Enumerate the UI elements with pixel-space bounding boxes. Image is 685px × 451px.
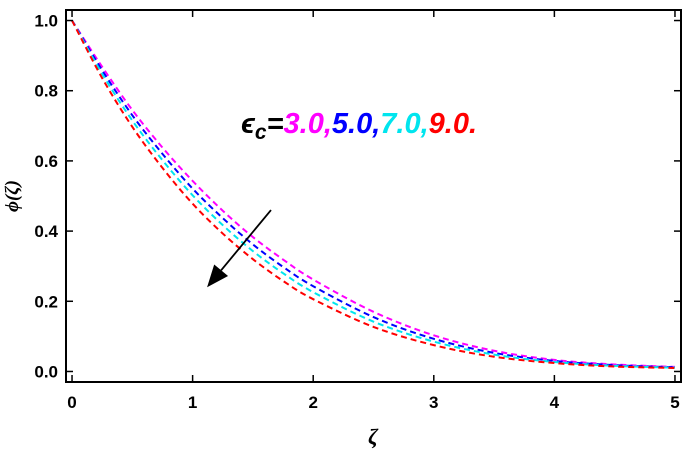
plot-frame bbox=[65, 9, 682, 383]
trend-arrow-head bbox=[207, 264, 229, 288]
annotation-value: 3.0, bbox=[284, 108, 332, 140]
annotation-equals: = bbox=[267, 108, 284, 140]
parameter-annotation: ϵc=3.0,5.0,7.0,9.0. bbox=[241, 108, 477, 144]
x-tick-label: 1 bbox=[188, 393, 197, 412]
series-line-3 bbox=[71, 20, 675, 369]
series-line-4 bbox=[71, 20, 675, 369]
x-axis-label: ζ bbox=[368, 424, 379, 449]
x-tick-label: 4 bbox=[550, 393, 560, 412]
y-tick-label: 0.4 bbox=[34, 222, 58, 241]
y-tick-label: 1.0 bbox=[34, 12, 58, 31]
trend-arrow-shaft bbox=[220, 209, 272, 271]
series-line-1 bbox=[71, 19, 676, 368]
x-tick-label: 3 bbox=[429, 393, 438, 412]
annotation-symbol: ϵ bbox=[241, 108, 256, 140]
arrow-layer bbox=[207, 209, 272, 288]
series-layer bbox=[71, 19, 676, 369]
x-tick-label: 2 bbox=[308, 393, 317, 412]
tick-layer: 0 1 2 3 4 5 0.0 0.2 0.4 0.6 0.8 1.0 bbox=[34, 10, 681, 412]
series-line-2 bbox=[71, 20, 676, 369]
y-tick-label: 0.6 bbox=[34, 152, 58, 171]
y-axis-label: ϕ(ζ) bbox=[2, 180, 23, 212]
y-tick-label: 0.0 bbox=[34, 362, 58, 381]
annotation-subscript: c bbox=[255, 121, 267, 144]
x-tick-label: 5 bbox=[670, 393, 679, 412]
y-tick-label: 0.8 bbox=[34, 82, 58, 101]
annotation-value: 9.0. bbox=[429, 108, 477, 140]
x-tick-label: 0 bbox=[67, 393, 76, 412]
annotation-value: 5.0, bbox=[332, 108, 380, 140]
annotation-value: 7.0, bbox=[380, 108, 428, 140]
y-tick-label: 0.2 bbox=[34, 292, 58, 311]
